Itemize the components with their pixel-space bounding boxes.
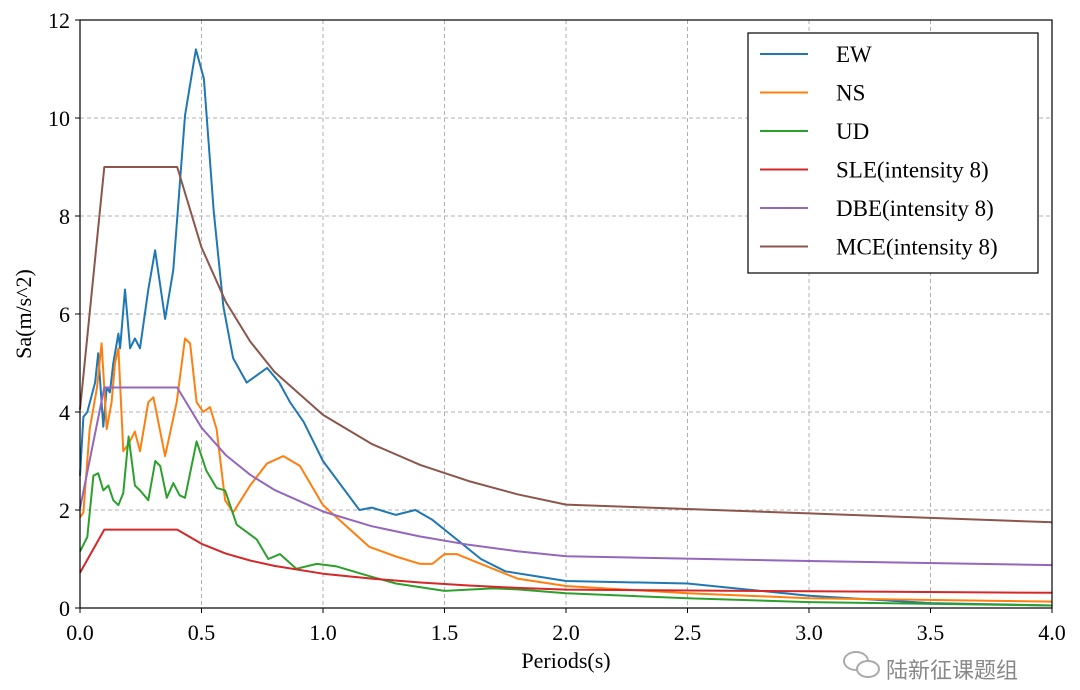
x-tick-label: 3.0 (795, 620, 823, 645)
x-tick-label: 2.0 (552, 620, 580, 645)
x-tick-label: 0.0 (66, 620, 94, 645)
x-tick-label: 3.5 (917, 620, 945, 645)
legend: EW NS UD SLE(intensity 8) DBE(intensity 8) MC… (747, 32, 1039, 274)
axis-ticks: 0.0 0.5 1.0 1.5 2.0 2.5 3.0 3.5 4.0 0 2 4 6 8 10 12 (48, 8, 1066, 645)
legend-box (747, 32, 1039, 274)
y-tick-label: 10 (48, 106, 70, 131)
y-tick-label: 12 (48, 8, 70, 33)
watermark: 陆新征课题组 (843, 651, 1018, 684)
legend-label: DBE(intensity 8) (836, 196, 994, 221)
y-axis-label: Sa(m/s^2) (11, 269, 36, 359)
x-tick-label: 0.5 (188, 620, 216, 645)
watermark-text: 陆新征课题组 (886, 659, 1018, 684)
series-line-mce (79, 166, 1053, 524)
wechat-logo-icon (843, 651, 880, 678)
series-line-ns (79, 337, 1053, 603)
series-lines (79, 48, 1053, 607)
y-tick-label: 8 (59, 204, 70, 229)
x-axis-label: Periods(s) (521, 648, 610, 673)
series-line-sle (79, 528, 1053, 594)
x-tick-label: 1.0 (309, 620, 337, 645)
y-tick-label: 6 (59, 302, 70, 327)
series-line-ud (79, 435, 1053, 607)
legend-label: MCE(intensity 8) (836, 235, 998, 260)
legend-label: SLE(intensity 8) (836, 158, 989, 183)
y-tick-label: 0 (59, 596, 70, 621)
legend-label: EW (836, 42, 872, 67)
y-tick-label: 4 (59, 400, 70, 425)
y-tick-label: 2 (59, 498, 70, 523)
series-line-dbe (79, 386, 1053, 567)
x-tick-label: 4.0 (1038, 620, 1066, 645)
x-tick-label: 1.5 (431, 620, 459, 645)
legend-label: NS (836, 81, 865, 106)
legend-label: UD (836, 119, 869, 144)
x-tick-label: 2.5 (674, 620, 702, 645)
